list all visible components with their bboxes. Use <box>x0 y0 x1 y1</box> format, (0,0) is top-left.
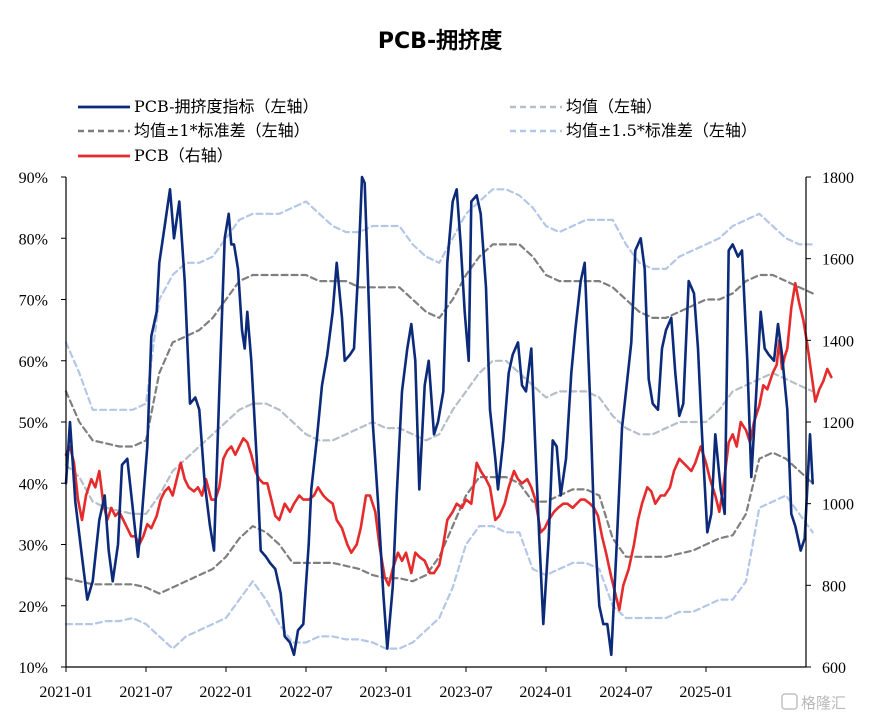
y-left-tick-label: 70% <box>19 293 48 310</box>
y-right-tick-label: 600 <box>822 660 846 677</box>
y-left-tick-label: 40% <box>19 476 48 493</box>
y-left-tick-label: 10% <box>19 660 48 677</box>
y-right-tick-label: 1000 <box>822 497 854 514</box>
y-right-tick-label: 1800 <box>822 170 854 187</box>
y-left-tick-label: 20% <box>19 599 48 616</box>
series-line-0 <box>64 175 814 657</box>
series-line-2-upper <box>64 243 814 448</box>
x-tick-label: 2021-01 <box>39 684 92 701</box>
legend-label-2: 均值±1*标准差（左轴） <box>134 121 310 140</box>
y-left-tick-label: 30% <box>19 538 48 555</box>
axes: 10% 20% 30% 40% 50% 60% 70% 80% 90% 600 800 1000 120… <box>19 170 854 701</box>
plot-area <box>64 175 833 657</box>
watermark-logo-icon <box>781 693 798 710</box>
x-tick-label: 2022-01 <box>199 684 252 701</box>
y-right-tick-label: 1400 <box>822 333 854 350</box>
watermark-text: 格隆汇 <box>801 694 846 712</box>
x-tick-label: 2022-07 <box>279 684 332 701</box>
x-tick-label: 2021-07 <box>119 684 172 701</box>
x-tick-label: 2023-01 <box>359 684 412 701</box>
legend: PCB-拥挤度指标（左轴） 均值（左轴） 均值±1*标准差（左轴） 均值±1.5*标准… <box>78 97 757 165</box>
x-tick-label: 2024-01 <box>519 684 572 701</box>
series-line-2-lower <box>64 451 814 595</box>
watermark: 格隆汇 <box>781 693 846 712</box>
x-tick-label: 2024-07 <box>599 684 652 701</box>
chart-title: PCB-拥挤度 <box>378 28 503 54</box>
y-right-tick-label: 1200 <box>822 415 854 432</box>
series-line-1 <box>64 359 814 515</box>
y-left-tick-label: 90% <box>19 170 48 187</box>
x-tick-label: 2023-07 <box>439 684 492 701</box>
y-left-tick-label: 50% <box>19 415 48 432</box>
legend-label-4: PCB（右轴） <box>134 146 233 165</box>
y-left-tick-label: 60% <box>19 354 48 371</box>
legend-label-1: 均值（左轴） <box>566 97 662 116</box>
y-right-tick-label: 1600 <box>822 252 854 269</box>
legend-label-3: 均值±1.5*标准差（左轴） <box>566 121 757 140</box>
legend-label-0: PCB-拥挤度指标（左轴） <box>134 97 318 116</box>
series-line-3-upper <box>64 188 814 411</box>
y-left-tick-label: 80% <box>19 231 48 248</box>
x-tick-label: 2025-01 <box>679 684 732 701</box>
series-line-3-lower <box>64 494 814 650</box>
y-right-tick-label: 800 <box>822 578 846 595</box>
